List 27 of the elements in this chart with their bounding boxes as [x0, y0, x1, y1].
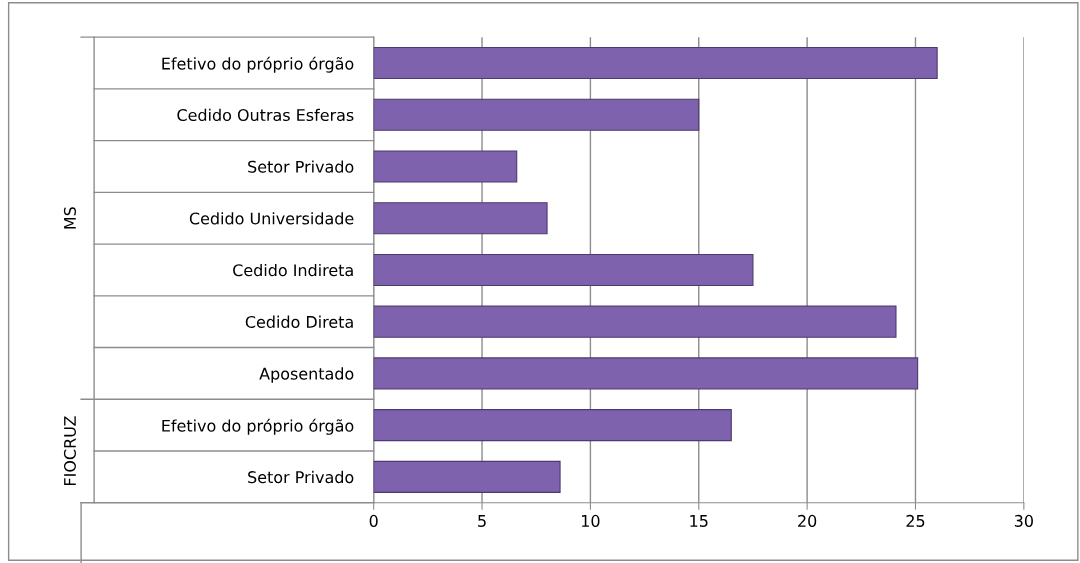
- text: FIOCRUZ: [63, 416, 76, 485]
- bar: [373, 357, 919, 390]
- x-tick-label: 25: [906, 514, 925, 527]
- bar: [373, 150, 518, 183]
- x-tick-label: 10: [581, 514, 600, 527]
- x-tick-label: 5: [478, 515, 486, 527]
- bar: [373, 98, 700, 131]
- y-tick-label: Aposentado: [259, 367, 354, 383]
- text: MS: [63, 207, 76, 229]
- bar: [373, 253, 754, 287]
- bar: [373, 305, 897, 338]
- x-tick-label: 15: [690, 515, 708, 527]
- bar: [373, 46, 938, 80]
- bar: [373, 202, 548, 235]
- y-tick-label: Cedido Universidade: [189, 212, 354, 225]
- y-tick-label: Setor Privado: [248, 160, 354, 173]
- x-tick-label: 20: [798, 514, 817, 527]
- bar: [373, 409, 732, 442]
- y-tick-label: Efetivo do próprio órgão: [162, 56, 354, 73]
- y-tick-label: Efetivo do próprio órgão: [162, 418, 354, 435]
- y-tick-label: Cedido Indireta: [233, 263, 353, 277]
- x-tick-label: 0: [369, 514, 378, 527]
- y-tick-label: Cedido Direta: [245, 315, 353, 328]
- bar: [373, 460, 561, 493]
- x-tick-label: 30: [1014, 514, 1033, 527]
- y-tick-label: Setor Privado: [248, 470, 354, 484]
- y-tick-label: Cedido Outras Esferas: [177, 108, 354, 122]
